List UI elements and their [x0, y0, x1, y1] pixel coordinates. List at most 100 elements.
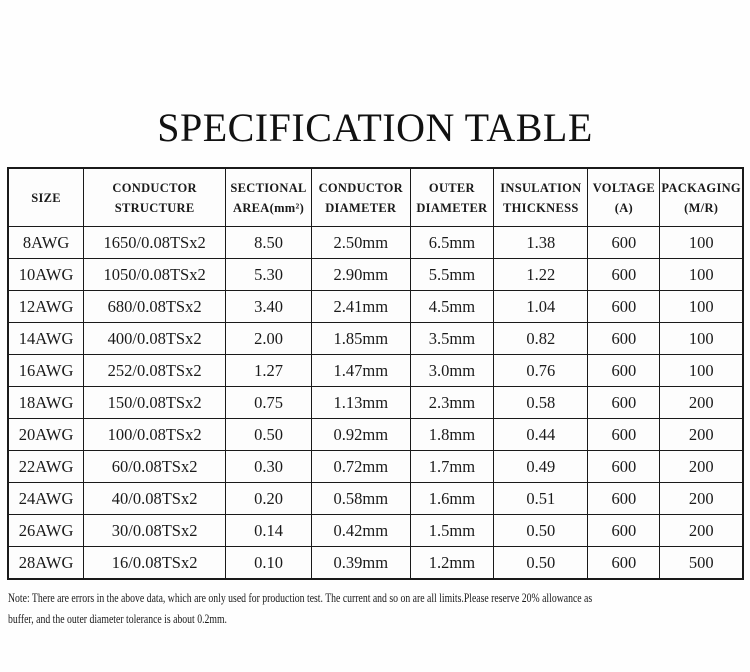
- cell-outer-diameter: 3.0mm: [409, 354, 495, 387]
- cell-conductor-diameter: 0.72mm: [311, 450, 411, 483]
- cell-conductor-diameter: 0.58mm: [311, 482, 411, 515]
- cell-conductor-structure: 150/0.08TSx2: [83, 386, 227, 419]
- cell-packaging: 200: [659, 386, 744, 419]
- cell-packaging: 100: [659, 258, 744, 291]
- col-header-conductor-structure: CONDUCTOR STRUCTURE: [83, 167, 227, 227]
- cell-outer-diameter: 1.7mm: [409, 450, 495, 483]
- cell-voltage: 600: [587, 418, 661, 451]
- cell-voltage: 600: [587, 450, 661, 483]
- cell-packaging: 100: [659, 290, 744, 323]
- cell-insulation-thickness: 0.76: [493, 354, 589, 387]
- col-header-sectional-area: SECTIONAL AREA(mm²): [225, 167, 313, 227]
- cell-insulation-thickness: 0.51: [493, 482, 589, 515]
- cell-sectional-area: 8.50: [225, 226, 313, 259]
- cell-voltage: 600: [587, 290, 661, 323]
- cell-insulation-thickness: 0.49: [493, 450, 589, 483]
- table-row: 18AWG 150/0.08TSx2 0.75 1.13mm 2.3mm 0.5…: [7, 386, 744, 419]
- cell-insulation-thickness: 0.50: [493, 546, 589, 580]
- table-row: 12AWG 680/0.08TSx2 3.40 2.41mm 4.5mm 1.0…: [7, 290, 744, 323]
- col-header-conductor-diameter: CONDUCTOR DIAMETER: [311, 167, 411, 227]
- cell-insulation-thickness: 0.58: [493, 386, 589, 419]
- cell-insulation-thickness: 0.50: [493, 514, 589, 547]
- cell-packaging: 200: [659, 418, 744, 451]
- cell-packaging: 200: [659, 450, 744, 483]
- cell-conductor-structure: 30/0.08TSx2: [83, 514, 227, 547]
- table-row: 14AWG 400/0.08TSx2 2.00 1.85mm 3.5mm 0.8…: [7, 322, 744, 355]
- cell-packaging: 100: [659, 322, 744, 355]
- cell-sectional-area: 0.14: [225, 514, 313, 547]
- cell-size: 8AWG: [7, 226, 85, 259]
- cell-conductor-diameter: 1.47mm: [311, 354, 411, 387]
- cell-conductor-diameter: 0.39mm: [311, 546, 411, 580]
- cell-outer-diameter: 5.5mm: [409, 258, 495, 291]
- cell-size: 18AWG: [7, 386, 85, 419]
- table-row: 20AWG 100/0.08TSx2 0.50 0.92mm 1.8mm 0.4…: [7, 418, 744, 451]
- cell-sectional-area: 0.75: [225, 386, 313, 419]
- cell-size: 14AWG: [7, 322, 85, 355]
- specification-table: SIZE CONDUCTOR STRUCTURE SECTIONAL AREA(…: [7, 167, 744, 580]
- cell-insulation-thickness: 1.22: [493, 258, 589, 291]
- table-row: 28AWG 16/0.08TSx2 0.10 0.39mm 1.2mm 0.50…: [7, 546, 744, 580]
- cell-sectional-area: 3.40: [225, 290, 313, 323]
- cell-size: 26AWG: [7, 514, 85, 547]
- cell-voltage: 600: [587, 514, 661, 547]
- cell-conductor-structure: 1650/0.08TSx2: [83, 226, 227, 259]
- cell-voltage: 600: [587, 546, 661, 580]
- cell-conductor-structure: 60/0.08TSx2: [83, 450, 227, 483]
- col-header-packaging: PACKAGING (M/R): [659, 167, 744, 227]
- cell-voltage: 600: [587, 226, 661, 259]
- cell-insulation-thickness: 1.38: [493, 226, 589, 259]
- cell-outer-diameter: 6.5mm: [409, 226, 495, 259]
- cell-conductor-diameter: 0.42mm: [311, 514, 411, 547]
- cell-outer-diameter: 1.8mm: [409, 418, 495, 451]
- page-title: SPECIFICATION TABLE: [157, 105, 593, 150]
- table-row: 22AWG 60/0.08TSx2 0.30 0.72mm 1.7mm 0.49…: [7, 450, 744, 483]
- cell-outer-diameter: 2.3mm: [409, 386, 495, 419]
- cell-outer-diameter: 1.2mm: [409, 546, 495, 580]
- cell-size: 28AWG: [7, 546, 85, 580]
- cell-size: 10AWG: [7, 258, 85, 291]
- cell-insulation-thickness: 0.82: [493, 322, 589, 355]
- cell-packaging: 200: [659, 482, 744, 515]
- header-row: SIZE CONDUCTOR STRUCTURE SECTIONAL AREA(…: [7, 167, 744, 227]
- cell-conductor-diameter: 0.92mm: [311, 418, 411, 451]
- table-row: 8AWG 1650/0.08TSx2 8.50 2.50mm 6.5mm 1.3…: [7, 226, 744, 259]
- cell-packaging: 100: [659, 354, 744, 387]
- cell-size: 20AWG: [7, 418, 85, 451]
- cell-sectional-area: 1.27: [225, 354, 313, 387]
- cell-conductor-structure: 100/0.08TSx2: [83, 418, 227, 451]
- cell-insulation-thickness: 1.04: [493, 290, 589, 323]
- cell-packaging: 500: [659, 546, 744, 580]
- table-row: 16AWG 252/0.08TSx2 1.27 1.47mm 3.0mm 0.7…: [7, 354, 744, 387]
- table-row: 26AWG 30/0.08TSx2 0.14 0.42mm 1.5mm 0.50…: [7, 514, 744, 547]
- cell-sectional-area: 0.20: [225, 482, 313, 515]
- cell-conductor-structure: 680/0.08TSx2: [83, 290, 227, 323]
- cell-size: 24AWG: [7, 482, 85, 515]
- col-header-outer-diameter: OUTER DIAMETER: [409, 167, 495, 227]
- cell-voltage: 600: [587, 354, 661, 387]
- cell-conductor-structure: 400/0.08TSx2: [83, 322, 227, 355]
- col-header-size: SIZE: [7, 167, 85, 227]
- cell-sectional-area: 0.30: [225, 450, 313, 483]
- col-header-insulation-thickness: INSULATION THICKNESS: [493, 167, 589, 227]
- cell-voltage: 600: [587, 322, 661, 355]
- cell-conductor-structure: 1050/0.08TSx2: [83, 258, 227, 291]
- cell-insulation-thickness: 0.44: [493, 418, 589, 451]
- cell-sectional-area: 0.50: [225, 418, 313, 451]
- cell-outer-diameter: 1.6mm: [409, 482, 495, 515]
- cell-outer-diameter: 4.5mm: [409, 290, 495, 323]
- cell-sectional-area: 2.00: [225, 322, 313, 355]
- col-header-voltage: VOLTAGE (A): [587, 167, 661, 227]
- cell-outer-diameter: 1.5mm: [409, 514, 495, 547]
- cell-voltage: 600: [587, 386, 661, 419]
- cell-conductor-diameter: 2.90mm: [311, 258, 411, 291]
- table-body: 8AWG 1650/0.08TSx2 8.50 2.50mm 6.5mm 1.3…: [7, 226, 744, 580]
- cell-packaging: 200: [659, 514, 744, 547]
- cell-conductor-diameter: 1.85mm: [311, 322, 411, 355]
- cell-outer-diameter: 3.5mm: [409, 322, 495, 355]
- cell-conductor-structure: 40/0.08TSx2: [83, 482, 227, 515]
- cell-conductor-diameter: 2.50mm: [311, 226, 411, 259]
- table-row: 10AWG 1050/0.08TSx2 5.30 2.90mm 5.5mm 1.…: [7, 258, 744, 291]
- cell-size: 12AWG: [7, 290, 85, 323]
